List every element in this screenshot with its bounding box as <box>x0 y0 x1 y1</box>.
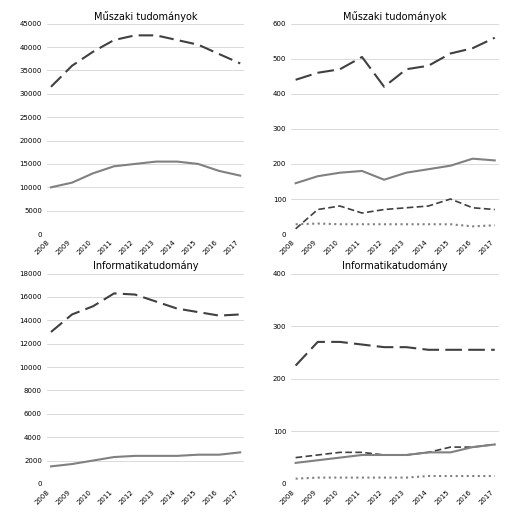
Title: Műszaki tudományok: Műszaki tudományok <box>94 11 198 22</box>
Title: Informatikatudomány: Informatikatudomány <box>93 261 198 271</box>
Title: Informatikatudomány: Informatikatudomány <box>343 261 448 271</box>
Title: Műszaki tudományok: Műszaki tudományok <box>343 11 447 22</box>
Legend: férfiak doktori képzés, férfiak doktori fokozatot szerzett, nők doktori képzés, : férfiak doktori képzés, férfiak doktori … <box>294 300 433 335</box>
Legend: férfiak BA/MA/osztatlan, nők BA/MA/osztatlan: férfiak BA/MA/osztatlan, nők BA/MA/oszta… <box>50 301 162 323</box>
